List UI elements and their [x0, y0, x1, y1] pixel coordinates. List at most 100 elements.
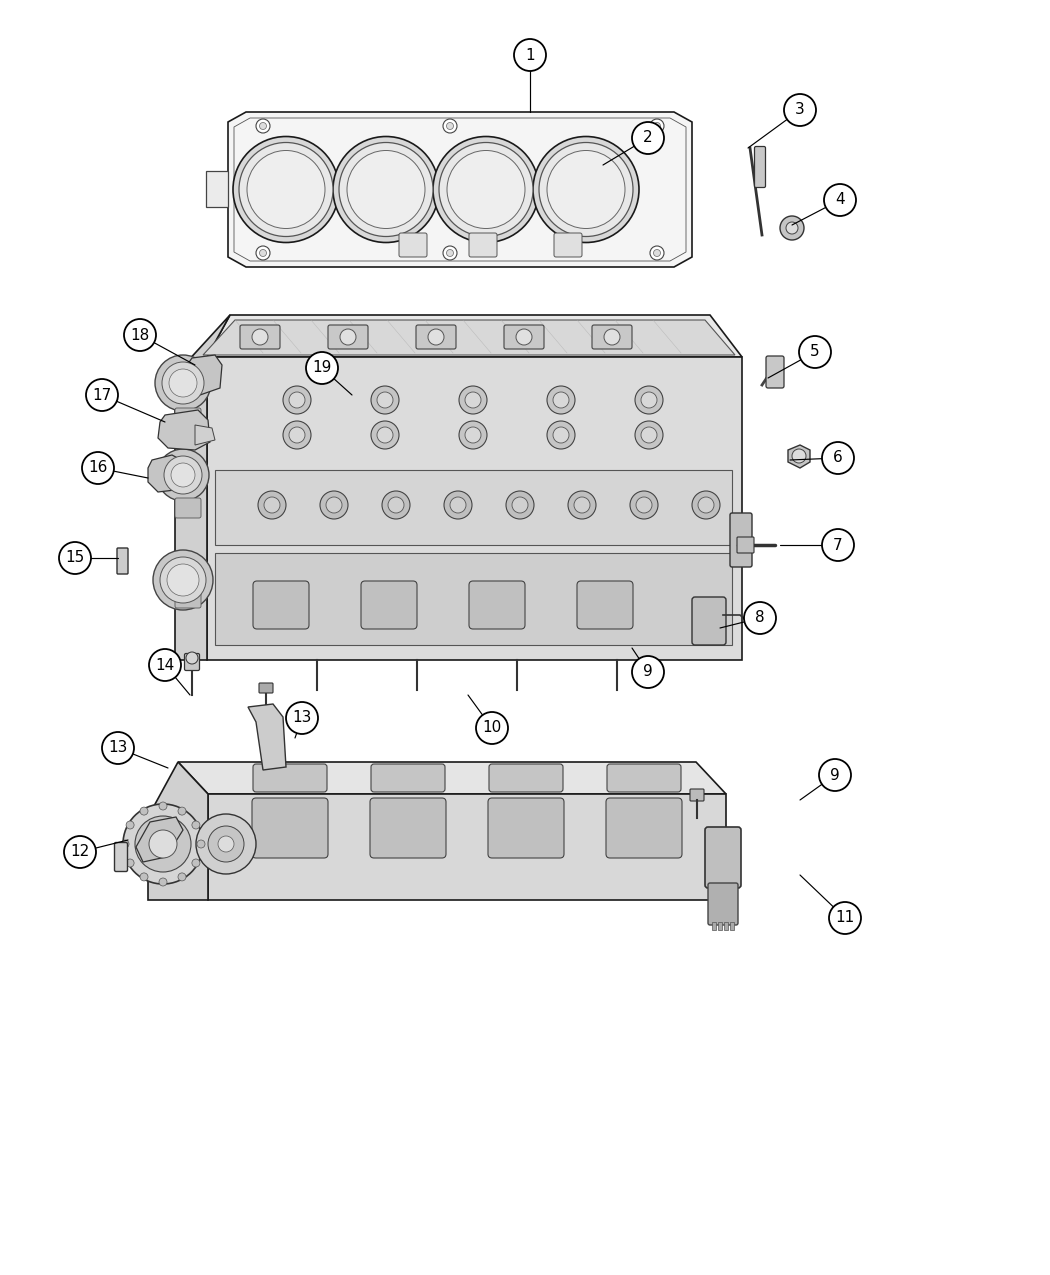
Circle shape — [822, 529, 854, 561]
Polygon shape — [207, 315, 742, 357]
Circle shape — [692, 491, 720, 519]
Polygon shape — [208, 794, 726, 900]
Text: 9: 9 — [831, 768, 840, 783]
Circle shape — [650, 246, 664, 260]
FancyBboxPatch shape — [370, 798, 446, 858]
FancyBboxPatch shape — [755, 147, 765, 187]
Circle shape — [159, 802, 167, 810]
FancyBboxPatch shape — [328, 325, 368, 349]
FancyBboxPatch shape — [489, 764, 563, 792]
Circle shape — [476, 711, 508, 745]
Polygon shape — [203, 320, 735, 354]
Circle shape — [547, 150, 625, 228]
Circle shape — [286, 703, 318, 734]
Circle shape — [164, 456, 202, 493]
Polygon shape — [148, 455, 188, 492]
Circle shape — [636, 497, 652, 513]
Polygon shape — [228, 112, 692, 266]
Circle shape — [371, 386, 399, 414]
Polygon shape — [248, 704, 286, 770]
Text: 2: 2 — [644, 130, 653, 145]
FancyBboxPatch shape — [253, 581, 309, 629]
Circle shape — [326, 497, 342, 513]
Circle shape — [140, 807, 148, 815]
Circle shape — [553, 427, 569, 442]
Circle shape — [512, 497, 528, 513]
Text: 17: 17 — [92, 388, 111, 403]
FancyBboxPatch shape — [114, 843, 127, 872]
Circle shape — [653, 122, 660, 130]
Circle shape — [340, 329, 356, 346]
Circle shape — [444, 491, 472, 519]
FancyBboxPatch shape — [175, 408, 201, 428]
Circle shape — [149, 649, 181, 681]
Circle shape — [439, 143, 533, 236]
Circle shape — [465, 391, 481, 408]
Circle shape — [186, 652, 198, 664]
FancyBboxPatch shape — [690, 789, 704, 801]
Text: 9: 9 — [643, 664, 653, 680]
FancyBboxPatch shape — [185, 654, 200, 671]
Circle shape — [433, 136, 539, 242]
Circle shape — [218, 836, 234, 852]
Circle shape — [819, 759, 850, 790]
Circle shape — [382, 491, 410, 519]
Circle shape — [284, 386, 311, 414]
Circle shape — [86, 379, 118, 411]
FancyBboxPatch shape — [708, 884, 738, 924]
Text: 6: 6 — [833, 450, 843, 465]
Circle shape — [822, 442, 854, 474]
Circle shape — [82, 453, 114, 484]
Circle shape — [102, 732, 134, 764]
Circle shape — [333, 136, 439, 242]
Circle shape — [446, 122, 454, 130]
FancyBboxPatch shape — [361, 581, 417, 629]
FancyBboxPatch shape — [259, 683, 273, 694]
Circle shape — [169, 368, 197, 397]
Circle shape — [744, 602, 776, 634]
Circle shape — [547, 386, 575, 414]
Circle shape — [632, 657, 664, 688]
Circle shape — [830, 901, 861, 935]
Circle shape — [126, 821, 134, 829]
FancyBboxPatch shape — [117, 548, 128, 574]
Circle shape — [208, 826, 244, 862]
Circle shape — [155, 354, 211, 411]
Circle shape — [135, 816, 191, 872]
Circle shape — [799, 337, 831, 368]
Circle shape — [604, 329, 620, 346]
Circle shape — [256, 246, 270, 260]
FancyBboxPatch shape — [705, 827, 741, 887]
Circle shape — [824, 184, 856, 215]
Circle shape — [153, 550, 213, 609]
Circle shape — [123, 805, 203, 884]
Circle shape — [459, 421, 487, 449]
FancyBboxPatch shape — [399, 233, 427, 258]
Circle shape — [446, 250, 454, 256]
Circle shape — [780, 215, 804, 240]
Circle shape — [259, 250, 267, 256]
Circle shape — [443, 119, 457, 133]
Polygon shape — [158, 411, 210, 450]
Circle shape — [428, 329, 444, 346]
Circle shape — [233, 136, 339, 242]
Circle shape — [450, 497, 466, 513]
FancyBboxPatch shape — [730, 513, 752, 567]
FancyBboxPatch shape — [253, 764, 327, 792]
Polygon shape — [136, 817, 183, 862]
Polygon shape — [788, 445, 810, 468]
Circle shape — [158, 449, 209, 501]
Circle shape — [568, 491, 596, 519]
Text: 7: 7 — [834, 538, 843, 552]
Text: 11: 11 — [836, 910, 855, 926]
FancyBboxPatch shape — [469, 233, 497, 258]
Circle shape — [264, 497, 280, 513]
Polygon shape — [175, 315, 230, 660]
FancyBboxPatch shape — [718, 922, 722, 929]
FancyBboxPatch shape — [712, 922, 716, 929]
Circle shape — [574, 497, 590, 513]
Circle shape — [792, 449, 806, 463]
Circle shape — [533, 136, 639, 242]
Circle shape — [653, 250, 660, 256]
Circle shape — [64, 836, 96, 868]
